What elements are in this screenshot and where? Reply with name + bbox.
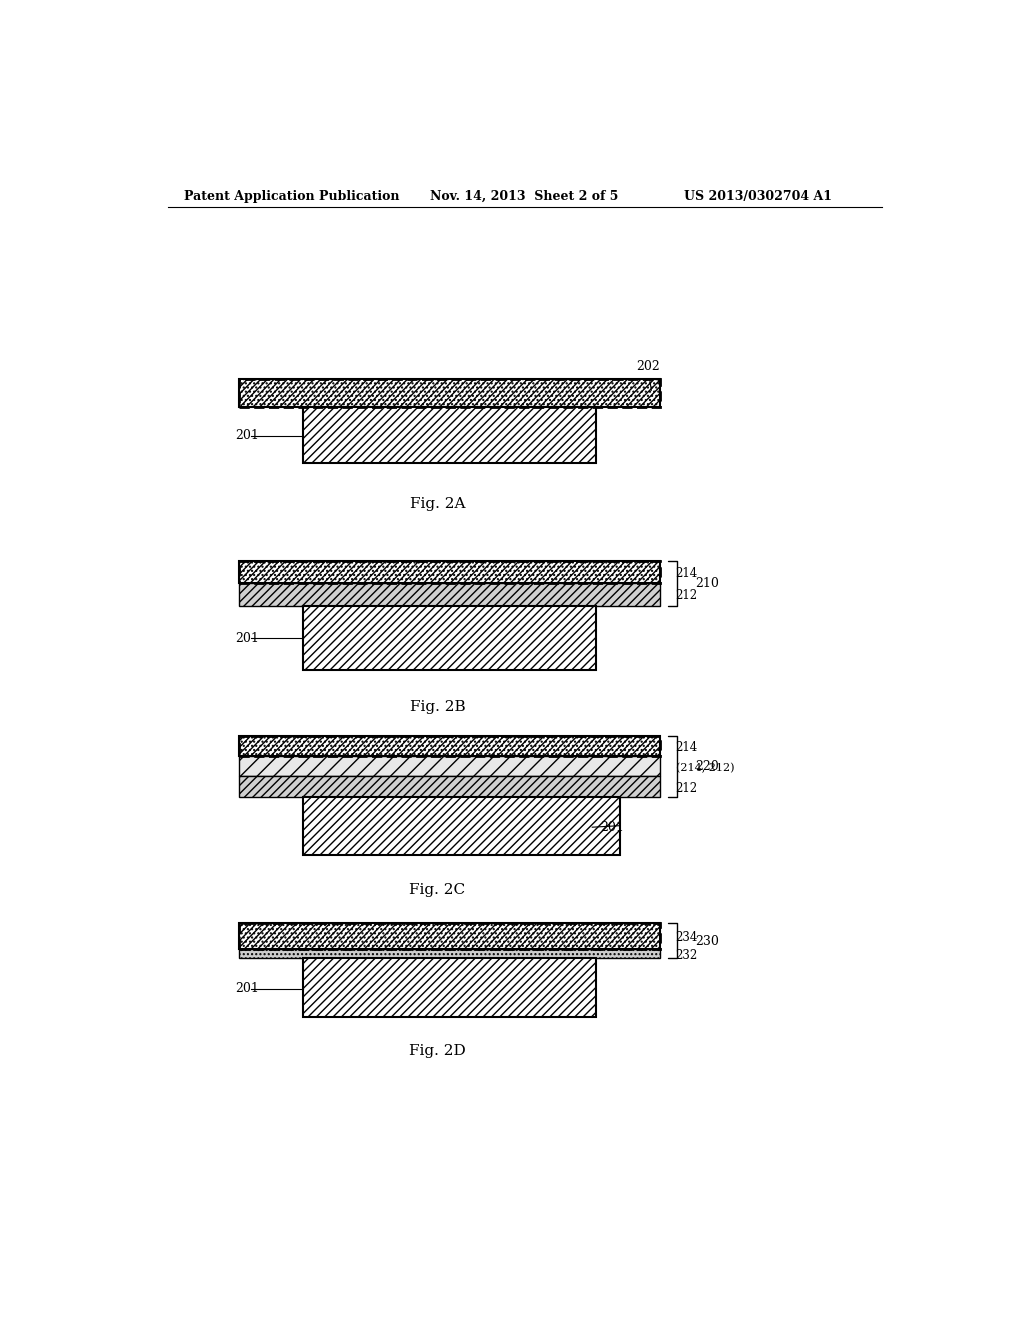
Bar <box>240 735 659 756</box>
Bar <box>240 561 659 583</box>
Text: 214: 214 <box>676 742 697 755</box>
Text: Fig. 2C: Fig. 2C <box>410 883 466 898</box>
Bar <box>303 606 596 669</box>
Text: 230: 230 <box>695 935 719 948</box>
Text: Fig. 2D: Fig. 2D <box>410 1044 466 1057</box>
Text: 234: 234 <box>676 932 698 945</box>
Bar <box>240 735 659 756</box>
Bar <box>240 583 659 606</box>
Bar <box>240 923 659 949</box>
Text: 210: 210 <box>695 577 719 590</box>
Bar <box>240 561 659 583</box>
Bar <box>240 923 659 949</box>
Bar <box>240 379 659 408</box>
Text: 201: 201 <box>236 632 259 644</box>
Text: 202: 202 <box>636 360 659 391</box>
Text: US 2013/0302704 A1: US 2013/0302704 A1 <box>684 190 831 202</box>
Text: Fig. 2A: Fig. 2A <box>410 496 465 511</box>
Bar <box>240 561 659 583</box>
Text: 232: 232 <box>676 949 697 962</box>
Bar <box>303 958 596 1018</box>
Text: Fig. 2B: Fig. 2B <box>410 700 465 714</box>
Text: 201: 201 <box>236 429 259 442</box>
Text: Nov. 14, 2013  Sheet 2 of 5: Nov. 14, 2013 Sheet 2 of 5 <box>430 190 617 202</box>
Text: Patent Application Publication: Patent Application Publication <box>183 190 399 202</box>
Bar <box>240 735 659 756</box>
Bar <box>240 776 659 797</box>
Bar <box>303 797 621 854</box>
Text: 201: 201 <box>236 982 259 995</box>
Text: 220: 220 <box>695 760 719 772</box>
Text: 214: 214 <box>676 566 697 579</box>
Bar <box>240 379 659 408</box>
Bar <box>240 379 659 408</box>
Bar <box>303 408 596 463</box>
Text: 212: 212 <box>676 589 697 602</box>
Bar <box>240 923 659 949</box>
Text: 201: 201 <box>600 821 624 834</box>
Text: (214, 212): (214, 212) <box>676 763 734 774</box>
Bar <box>240 756 659 776</box>
Bar <box>240 949 659 958</box>
Text: 212: 212 <box>676 781 697 795</box>
